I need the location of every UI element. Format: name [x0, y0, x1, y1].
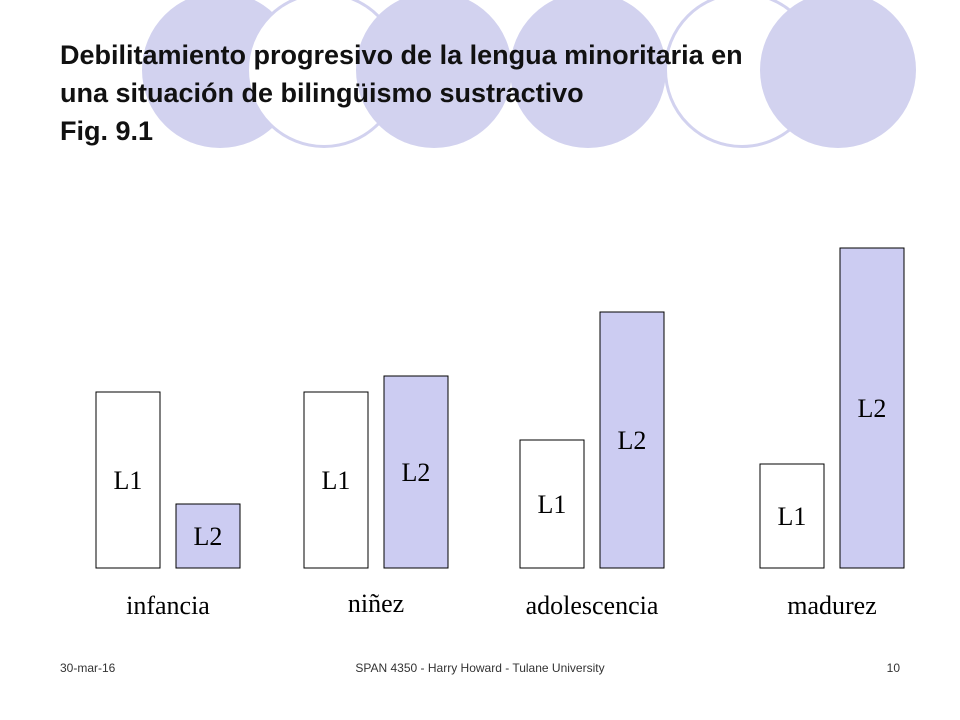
decorative-circle: [510, 0, 666, 148]
bar-label-l2-niñez: L2: [402, 458, 431, 487]
stage-label-infancia: infancia: [126, 591, 210, 620]
bar-label-l1-niñez: L1: [322, 466, 351, 495]
bar-l2-infancia: [175, 503, 241, 569]
bar-label-l1-infancia: L1: [114, 466, 143, 495]
bar-l2-adolescencia: [599, 311, 665, 569]
title-line-3: Fig. 9.1: [60, 116, 154, 146]
title-line-2: una situación de bilingüismo sustractivo: [60, 78, 584, 108]
stage-group-madurez: L1 L2 madurez: [759, 247, 905, 620]
bar-l1-madurez: [759, 463, 825, 569]
stage-label-adolescencia: adolescencia: [526, 591, 659, 620]
stage-group-niñez: L1 L2 niñez: [303, 375, 449, 618]
title-line-1: Debilitamiento progresivo de la lengua m…: [60, 40, 743, 70]
stage-group-infancia: L1 L2 infancia: [95, 391, 241, 620]
footer-date: 30-mar-16: [60, 661, 116, 675]
stage-label-niñez: niñez: [348, 589, 404, 618]
footer-course: SPAN 4350 - Harry Howard - Tulane Univer…: [355, 661, 605, 675]
bar-label-l1-adolescencia: L1: [538, 490, 567, 519]
bar-l2-madurez: [839, 247, 905, 569]
decorative-circle: [760, 0, 916, 148]
slide-title: Debilitamiento progresivo de la lengua m…: [60, 36, 900, 150]
bar-l1-niñez: [303, 391, 369, 569]
bar-label-l1-madurez: L1: [778, 502, 807, 531]
decorative-circle: [356, 0, 512, 148]
stage-group-adolescencia: L1 L2 adolescencia: [519, 311, 665, 620]
bar-label-l2-adolescencia: L2: [618, 426, 647, 455]
bar-l1-adolescencia: [519, 439, 585, 569]
bar-label-l2-infancia: L2: [194, 522, 223, 551]
bar-l1-infancia: [95, 391, 161, 569]
bar-l2-niñez: [383, 375, 449, 569]
bar-label-l2-madurez: L2: [858, 394, 887, 423]
stage-label-madurez: madurez: [787, 591, 877, 620]
footer-page-number: 10: [886, 661, 900, 675]
